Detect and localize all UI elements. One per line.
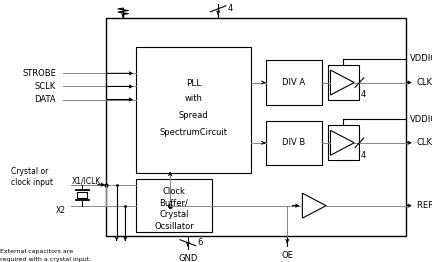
Text: SpectrumCircuit: SpectrumCircuit (159, 128, 227, 137)
Text: X1/ICLK: X1/ICLK (72, 176, 102, 185)
Text: SCLK: SCLK (35, 82, 56, 91)
Text: VDDIOB: VDDIOB (410, 115, 432, 124)
Polygon shape (330, 70, 354, 95)
Text: Spread: Spread (178, 111, 208, 120)
Bar (106, 18, 406, 236)
Text: DIV A: DIV A (282, 78, 305, 87)
Text: REF OUT: REF OUT (417, 201, 432, 210)
Text: with: with (184, 94, 202, 103)
Polygon shape (302, 193, 326, 218)
Polygon shape (330, 130, 354, 155)
Text: 4: 4 (360, 90, 365, 99)
Text: Crystal or: Crystal or (11, 167, 48, 176)
Bar (328, 125, 359, 160)
Text: required with a crystal input.: required with a crystal input. (0, 257, 91, 262)
Bar (328, 65, 359, 100)
Text: 6: 6 (197, 238, 203, 247)
Text: OE: OE (281, 251, 293, 260)
Text: Crystal: Crystal (159, 210, 189, 219)
Text: Buffer/: Buffer/ (159, 199, 188, 208)
Bar (77, 192, 87, 198)
Text: GND: GND (178, 254, 197, 262)
Text: PLL: PLL (186, 79, 201, 88)
Bar (266, 60, 322, 105)
Text: CLKB: CLKB (417, 138, 432, 147)
Text: STROBE: STROBE (22, 69, 56, 78)
Text: VDD: VDD (206, 0, 226, 1)
Text: DATA: DATA (35, 95, 56, 104)
Text: CLKA: CLKA (417, 78, 432, 87)
Bar (136, 47, 251, 173)
Text: VDDIOA: VDDIOA (410, 54, 432, 63)
Text: clock input: clock input (11, 178, 53, 187)
Text: DIV B: DIV B (282, 138, 305, 147)
Text: 4: 4 (360, 151, 365, 160)
Text: 4: 4 (228, 4, 233, 13)
Bar (266, 121, 322, 165)
Text: X2: X2 (56, 206, 66, 215)
Text: Clock: Clock (162, 187, 185, 196)
Text: Ocsillator: Ocsillator (154, 222, 194, 231)
Bar (136, 179, 212, 232)
Text: External capacitors are: External capacitors are (0, 249, 73, 254)
